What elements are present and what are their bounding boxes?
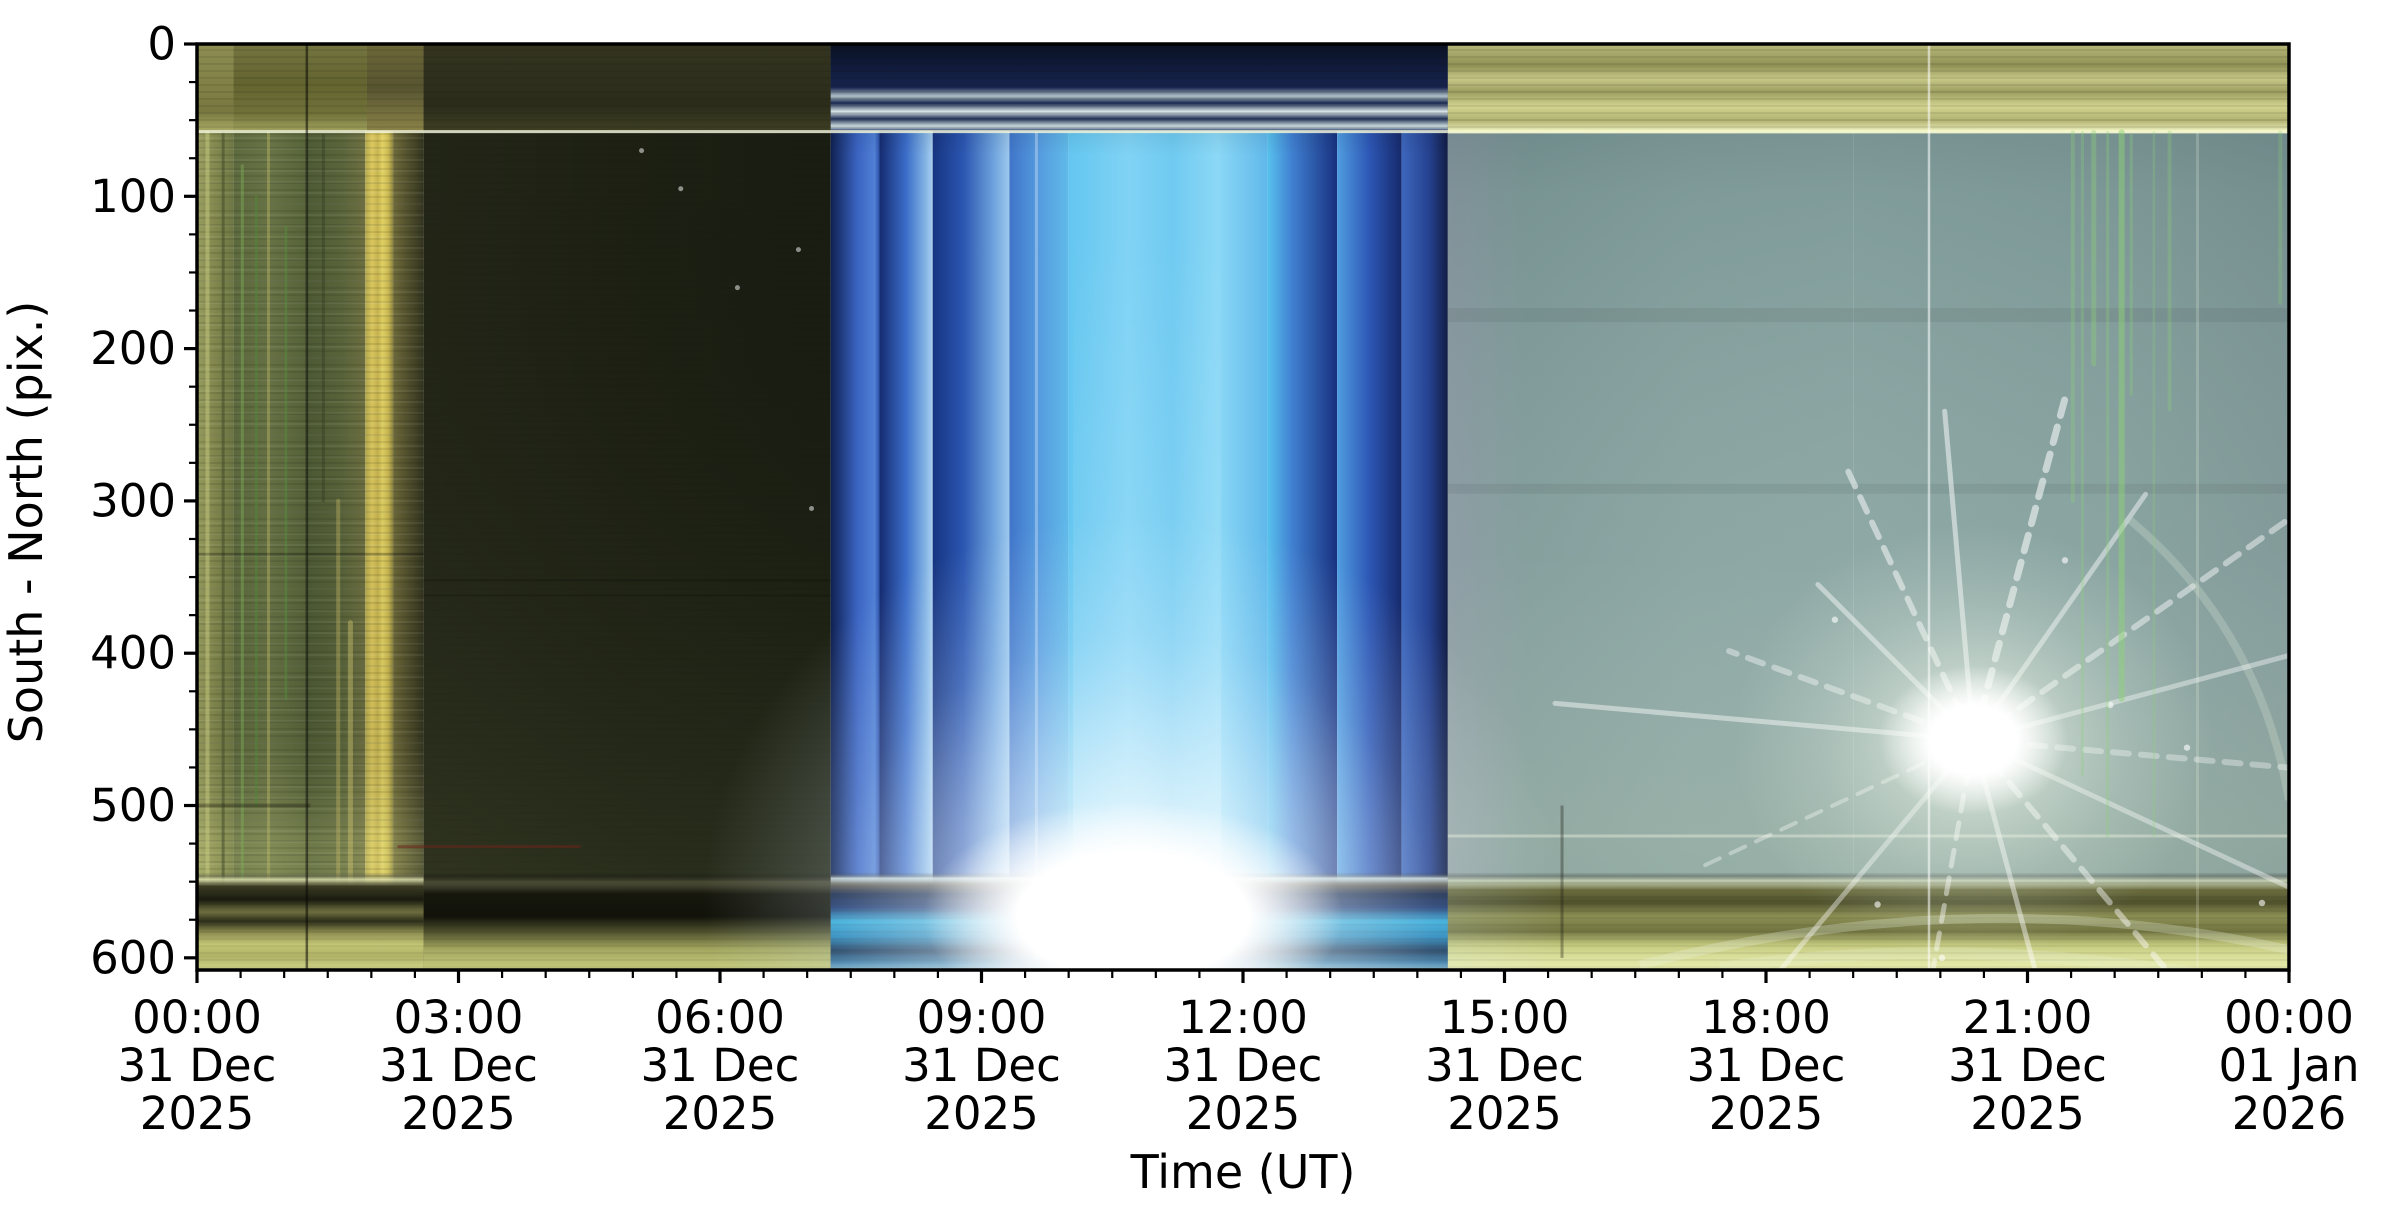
y-tick-label: 0 (147, 18, 176, 71)
x-tick-label: 06:00 31 Dec 2025 (641, 991, 800, 1140)
flare-droplet-dot (2061, 557, 2069, 564)
star-speck (639, 148, 645, 154)
y-tick-label: 400 (90, 627, 176, 680)
y-tick-label: 200 (90, 322, 176, 375)
axes-frame-and-ticks (184, 42, 2291, 983)
flare-arc (2127, 516, 2289, 801)
star-speck (678, 186, 684, 192)
keogram-image (197, 44, 2289, 970)
y-tick-label: 100 (90, 170, 176, 223)
y-tick-label: 500 (90, 779, 176, 832)
tick-labels: 00:00 31 Dec 2025 03:00 31 Dec 2025 06:00 31 De… (90, 18, 2359, 1141)
x-tick-label: 12:00 31 Dec 2025 (1164, 991, 1323, 1140)
x-tick-label: 21:00 31 Dec 2025 (1948, 991, 2107, 1140)
x-tick-label: 15:00 31 Dec 2025 (1425, 991, 1584, 1140)
star-speck (795, 247, 801, 253)
x-tick-label: 09:00 31 Dec 2025 (902, 991, 1061, 1140)
x-tick-label: 00:00 31 Dec 2025 (118, 991, 277, 1140)
keogram-texture (197, 44, 424, 970)
flare-droplet-dot (2183, 744, 2191, 751)
sun-glare-halo (703, 516, 1564, 970)
flare-droplet-dot (2258, 899, 2266, 907)
sun-glare-core (923, 801, 1344, 970)
flare-droplet-dot (1938, 954, 1946, 962)
y-tick-label: 300 (90, 474, 176, 527)
x-tick-label: 00:00 01 Jan 2026 (2219, 991, 2360, 1140)
flare-core (1878, 665, 2069, 816)
star-speck (734, 285, 740, 291)
x-tick-label: 18:00 31 Dec 2025 (1687, 991, 1846, 1140)
star-speck (809, 506, 815, 512)
x-tick-label: 03:00 31 Dec 2025 (379, 991, 538, 1140)
flare-droplet-dot (1874, 901, 1881, 908)
y-tick-label: 600 (90, 931, 176, 984)
flare-droplet-dot (2107, 701, 2114, 709)
x-axis-label: Time (UT) (1130, 1145, 1356, 1199)
flare-droplet-dot (1831, 616, 1839, 623)
y-axis-label: South - North (pix.) (0, 301, 53, 744)
keogram-texture (197, 44, 2289, 131)
